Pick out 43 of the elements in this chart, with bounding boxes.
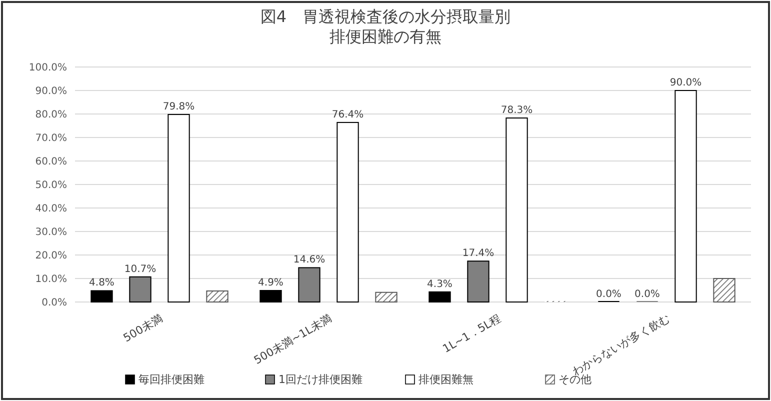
data-label: 14.6%: [293, 254, 326, 266]
data-label: 10.7%: [124, 264, 156, 275]
bar: [506, 117, 528, 302]
data-label: 79.8%: [162, 101, 195, 112]
data-label: 78.3%: [500, 104, 533, 116]
bar: [375, 292, 398, 302]
y-tick-label: 0.0%: [42, 298, 67, 308]
bar: [298, 267, 320, 302]
y-tick-label: 40.0%: [35, 204, 67, 214]
bar: [129, 276, 152, 302]
legend-label: 1回だけ排便困難: [278, 373, 362, 386]
x-tick-label: 500未満: [121, 312, 165, 345]
y-tick-label: 80.0%: [35, 110, 67, 120]
data-label: 4.9%: [258, 277, 284, 288]
y-tick-label: 20.0%: [35, 250, 67, 262]
bar: [260, 290, 282, 302]
bar: [428, 291, 451, 302]
bar: [206, 290, 228, 302]
y-tick-label: 90.0%: [35, 86, 67, 97]
data-label: 90.0%: [670, 78, 702, 88]
legend-label: 毎回排便困難: [138, 373, 204, 386]
data-label: 4.3%: [427, 278, 452, 290]
y-tick-label: 100.0%: [28, 62, 67, 74]
bar: [336, 122, 359, 302]
legend-label: 排便困難無: [418, 373, 474, 386]
x-tick-label: 500未満~1L未満: [252, 312, 334, 367]
bar: [467, 260, 490, 302]
y-tick-label: 10.0%: [35, 274, 67, 285]
y-tick-label: 60.0%: [35, 156, 67, 168]
data-label: 4.8%: [89, 278, 114, 289]
chart-subtitle: 排便困難の有無: [330, 27, 442, 46]
data-label: 76.4%: [332, 109, 364, 120]
chart-title: 図4 胃透視検査後の水分摂取量別: [260, 7, 511, 26]
y-tick-label: 50.0%: [35, 180, 67, 191]
bar: [713, 278, 736, 302]
bar: [674, 90, 697, 302]
data-label: 17.4%: [462, 248, 494, 260]
data-label: 0.0%: [596, 289, 622, 300]
y-tick-label: 70.0%: [35, 133, 67, 144]
bar: [168, 114, 190, 302]
bar: [90, 290, 113, 302]
y-tick-label: 30.0%: [35, 227, 67, 238]
data-label: 0.0%: [634, 289, 660, 300]
